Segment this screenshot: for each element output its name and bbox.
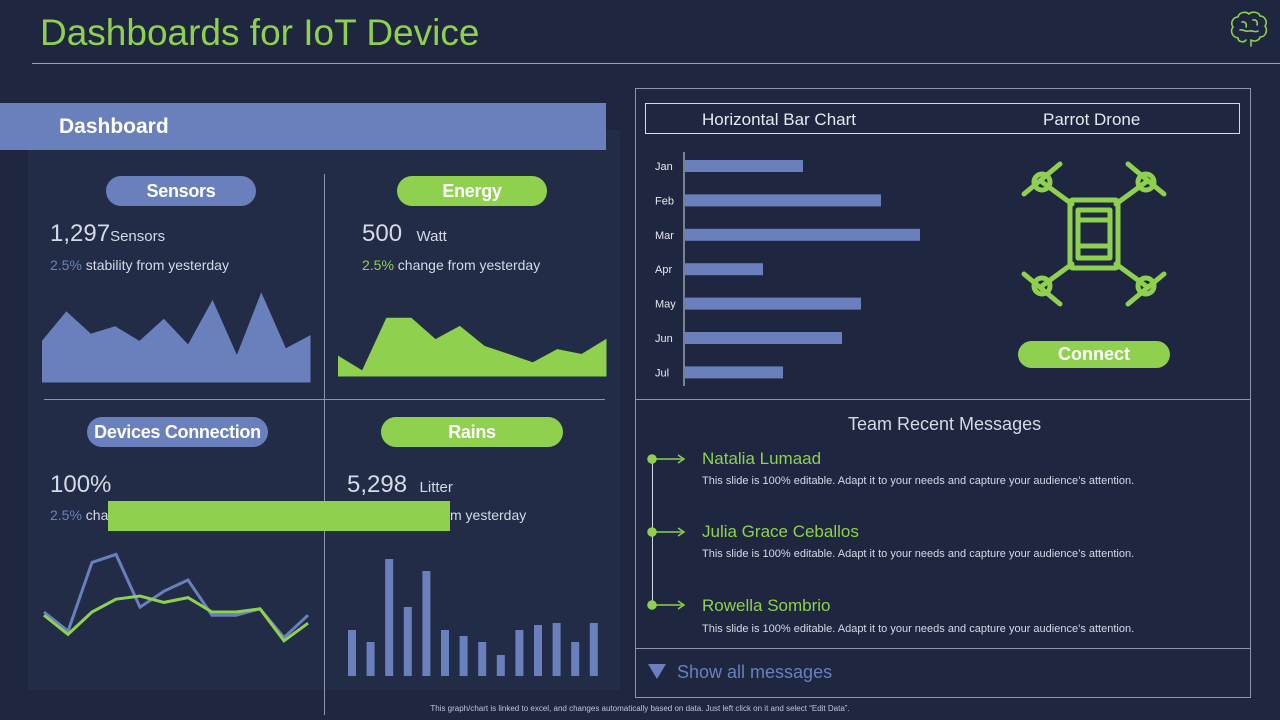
devices-connection-pill[interactable]: Devices Connection [87,417,268,447]
horizontal-bar-chart: Jan Feb Mar Apr May Jun Jul [655,152,920,386]
bar-chart-bar [685,160,803,172]
drone-icon [1021,161,1167,307]
rains-value: 5,298 [347,471,408,498]
rains-bar-chart [348,559,598,676]
sensors-unit: Sensors [110,228,166,245]
rains-stat: 5,298 Litter [347,471,453,499]
bar-chart-tick-label: Mar [655,230,674,242]
highlight-bar [108,501,450,531]
rains-bar [515,630,524,676]
sensors-pill[interactable]: Sensors [106,176,256,206]
devices-series-a-line [43,552,310,640]
energy-stat: 500 Watt [362,220,447,248]
bar-chart-bar [685,366,783,379]
sensors-pct: 2.5% [50,257,82,273]
energy-area-chart [338,317,607,377]
energy-area [338,317,607,377]
rains-bar [552,623,561,676]
devices-change: 2.5% cha [50,507,108,523]
bar-chart-tick-label: Apr [655,264,672,276]
rains-bar [422,571,431,676]
rains-bar [589,623,598,676]
rains-bar [385,559,394,676]
devices-series-b-line [43,594,309,643]
footer-note: This graph/chart is linked to excel, and… [430,704,850,713]
rains-bar [441,630,449,676]
devices-pct: 2.5% [50,507,82,523]
message-name-3[interactable]: Rowella Sombrio [702,596,831,615]
bar-chart-bar [685,263,763,276]
rains-pill[interactable]: Rains [381,417,563,447]
rains-note: m yesterday [450,507,527,523]
caret-down-icon [648,664,666,679]
show-all-messages-link[interactable]: Show all messages [648,662,832,683]
drone-title: Parrot Drone [1043,110,1141,129]
bar-chart-tick-label: Jul [655,367,669,379]
energy-pct: 2.5% [362,257,394,273]
devices-note: cha [81,507,109,523]
right-panel [635,88,1251,698]
rains-bar [459,636,468,676]
title-divider [32,63,1280,64]
rains-bar [571,642,580,676]
message-name-1[interactable]: Natalia Lumaad [702,449,822,468]
dashboard-banner-label: Dashboard [59,115,169,138]
energy-pill[interactable]: Energy [397,176,547,206]
rains-bar [478,642,487,676]
messages-title: Team Recent Messages [848,414,1042,434]
rains-unit: Litter [419,479,453,496]
bar-chart-bar [685,228,920,241]
bar-chart-tick-label: Feb [655,195,674,207]
bar-chart-tick-label: Jan [655,161,673,173]
connect-button[interactable]: Connect [1018,341,1170,368]
rains-bar [366,642,375,676]
bar-chart-bar [685,332,842,344]
dashboard-banner: Dashboard [0,103,606,150]
message-body-1: This slide is 100% editable. Adapt it to… [702,475,1135,487]
sensors-area-chart [42,292,311,383]
sensors-value: 1,297 [50,220,111,247]
energy-value: 500 [362,220,403,247]
message-body-2: This slide is 100% editable. Adapt it to… [702,548,1135,560]
right-panel-divider [636,399,1251,400]
quadrant-divider-horizontal [44,399,605,400]
message-name-2[interactable]: Julia Grace Ceballos [702,522,859,541]
messages-footer-divider [636,648,1251,649]
brain-icon [1230,11,1268,47]
energy-note: change from yesterday [393,257,541,273]
rains-bar [496,655,505,676]
bar-chart-tick-label: Jun [655,333,673,345]
devices-value: 100% [50,471,112,498]
energy-unit: Watt [416,228,447,245]
chart-header-box [645,103,1240,134]
show-all-label: Show all messages [677,662,833,682]
energy-change: 2.5% change from yesterday [362,257,540,273]
bar-chart-tick-label: May [655,299,676,311]
sensors-stat: 1,297Sensors [50,220,165,248]
sensors-note: stability from yesterday [81,257,229,273]
page-title: Dashboards for IoT Device [40,12,480,53]
bar-chart-bar [685,297,861,310]
sensors-change: 2.5% stability from yesterday [50,257,229,273]
bar-chart-title: Horizontal Bar Chart [702,110,857,129]
sensors-area [42,292,311,383]
quadrant-divider-vertical [324,174,325,715]
devices-line-chart [43,552,310,643]
message-body-3: This slide is 100% editable. Adapt it to… [702,623,1135,635]
timeline-arrows [647,454,686,610]
rains-bar [403,607,412,676]
rains-bar [348,630,356,676]
bar-chart-bar [685,194,881,207]
rains-bar [534,625,542,676]
